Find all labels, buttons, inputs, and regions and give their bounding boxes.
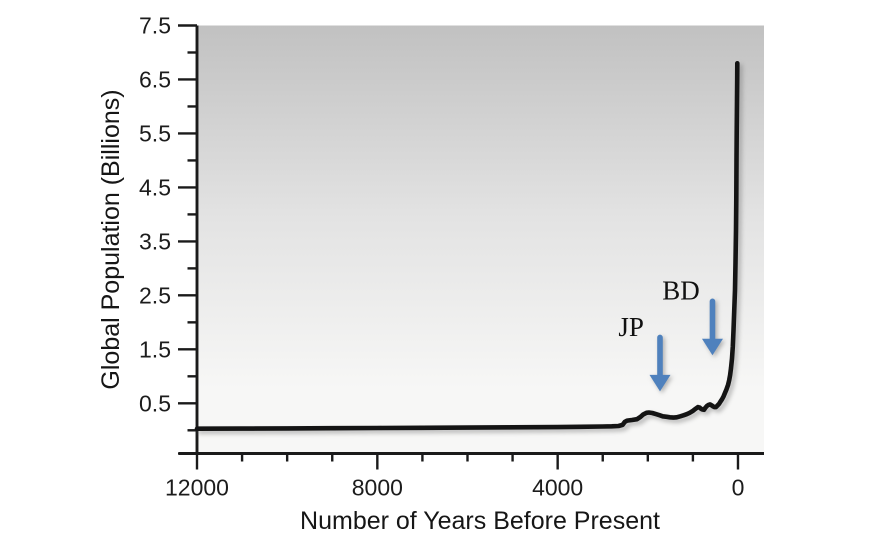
annotation-label-bd: BD	[662, 276, 700, 306]
plot-area	[197, 25, 764, 454]
x-tick-label: 8000	[352, 475, 403, 501]
y-tick-label: 6.5	[139, 66, 171, 92]
arrow-head	[701, 338, 723, 356]
x-tick-label: 0	[732, 475, 745, 501]
y-tick-label: 0.5	[139, 390, 171, 416]
x-axis-title: Number of Years Before Present	[300, 507, 660, 535]
y-tick-label: 3.5	[139, 228, 171, 254]
axis-tick-labels: 12000 8000 4000 0 0.5 1.5 2.5 3.5 4.5 5.5 6.5 7.5	[139, 13, 744, 501]
y-tick-label: 4.5	[139, 174, 171, 200]
annotation-arrow-jp	[649, 334, 671, 392]
y-tick-label: 7.5	[139, 13, 171, 39]
arrow-head	[649, 374, 671, 392]
y-axis-title: Global Population (Billions)	[97, 89, 125, 389]
y-tick-label: 2.5	[139, 282, 171, 308]
x-tick-label: 4000	[532, 475, 583, 501]
y-tick-label: 1.5	[139, 336, 171, 362]
population-series-line	[194, 61, 740, 431]
annotations: JP BD	[618, 276, 723, 392]
annotation-arrow-bd	[701, 298, 723, 356]
annotation-label-jp: JP	[618, 312, 644, 342]
x-tick-label: 12000	[165, 475, 229, 501]
y-tick-label: 5.5	[139, 120, 171, 146]
